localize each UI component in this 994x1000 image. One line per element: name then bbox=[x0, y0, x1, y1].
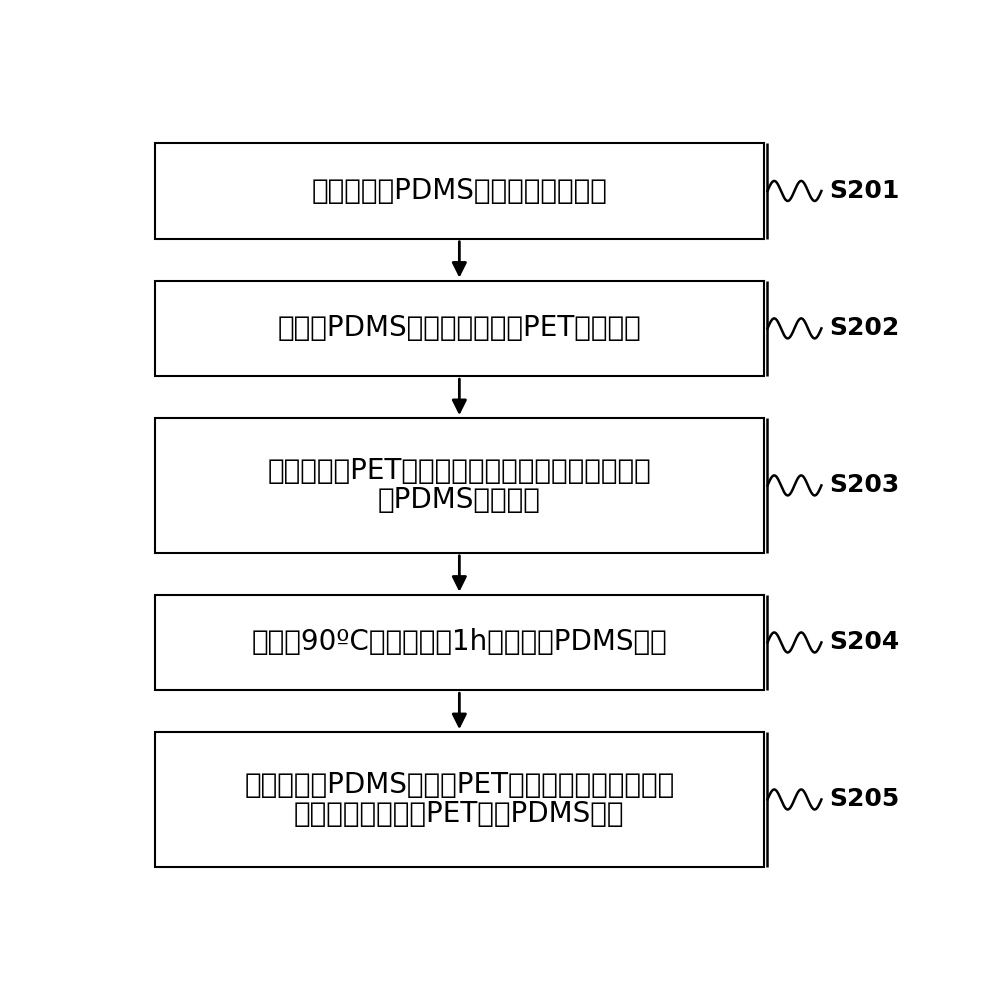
Text: S202: S202 bbox=[829, 316, 900, 340]
Text: S204: S204 bbox=[829, 630, 900, 654]
Text: S203: S203 bbox=[829, 473, 900, 497]
Bar bbox=[155, 418, 763, 553]
Text: 放置在90ºC热板上加热1h，使所述PDMS固化: 放置在90ºC热板上加热1h，使所述PDMS固化 bbox=[251, 628, 667, 656]
Text: S205: S205 bbox=[829, 787, 900, 811]
Bar bbox=[155, 143, 763, 239]
Text: 将配置好的PDMS浇注在硅片模具上: 将配置好的PDMS浇注在硅片模具上 bbox=[311, 177, 607, 205]
Text: 将固化好的PDMS和所述PET一起从硅片上剥离下来: 将固化好的PDMS和所述PET一起从硅片上剥离下来 bbox=[245, 771, 675, 799]
Text: S201: S201 bbox=[829, 179, 900, 203]
Bar bbox=[155, 281, 763, 376]
Text: 在所述PDMS上盖上一层贴有PET的玻璃片: 在所述PDMS上盖上一层贴有PET的玻璃片 bbox=[277, 314, 641, 342]
Text: 述PDMS挤压出去: 述PDMS挤压出去 bbox=[378, 486, 541, 514]
Bar bbox=[155, 595, 763, 690]
Text: 在所述贴有PET的玻璃片上放上重物，将多余的所: 在所述贴有PET的玻璃片上放上重物，将多余的所 bbox=[267, 457, 651, 485]
Text: ，得到附着在所述PET上的PDMS薄膜: ，得到附着在所述PET上的PDMS薄膜 bbox=[294, 800, 624, 828]
Bar bbox=[155, 732, 763, 867]
